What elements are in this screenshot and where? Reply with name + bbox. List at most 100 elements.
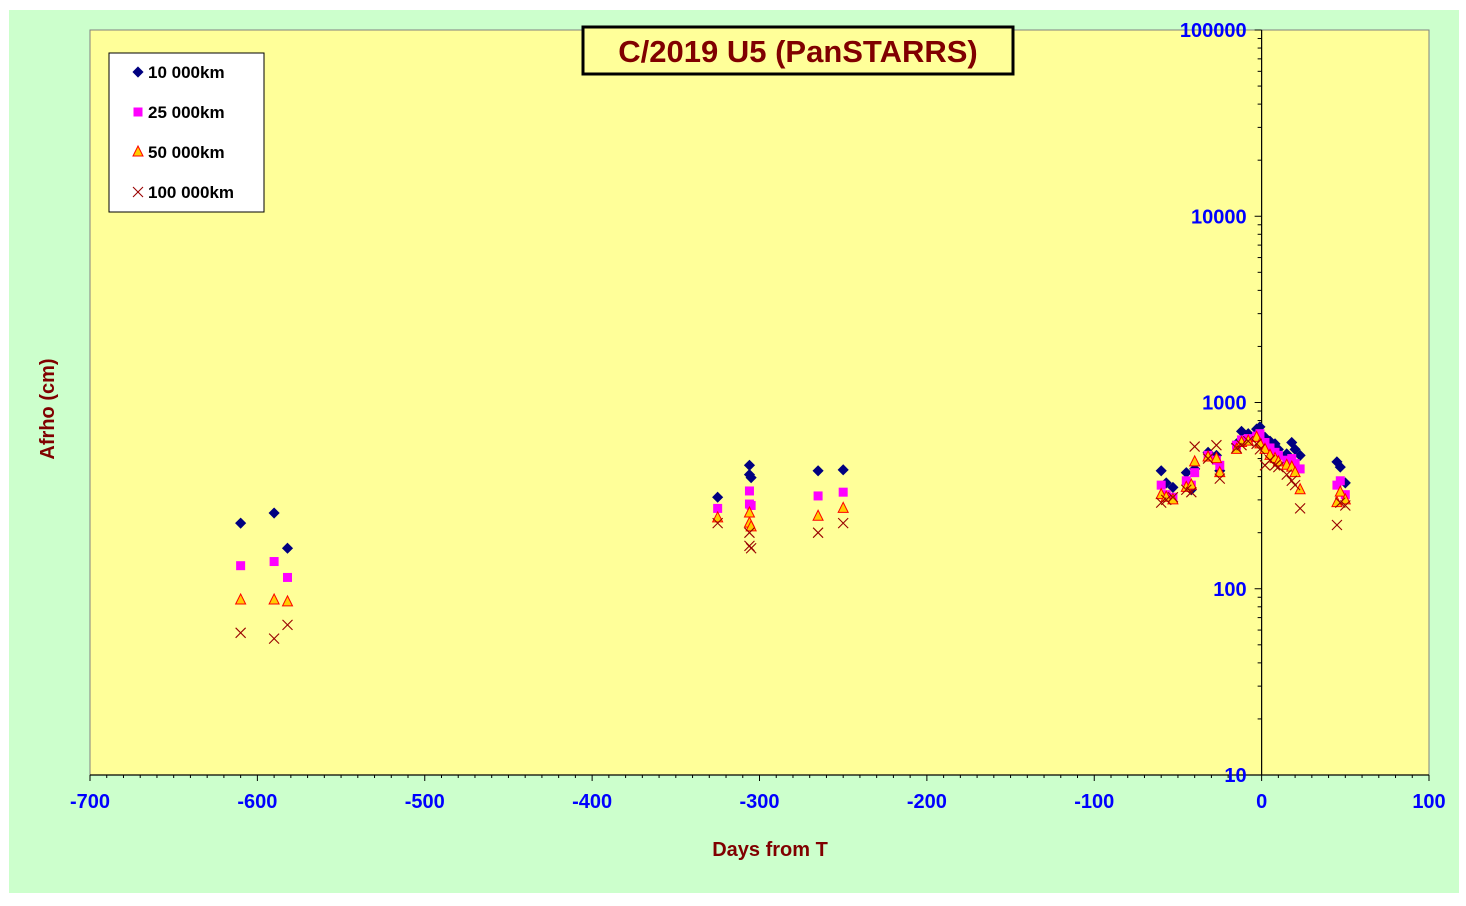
data-point: [1272, 454, 1285, 467]
data-point: [713, 503, 723, 513]
legend-marker: [132, 144, 144, 157]
data-point: [1155, 465, 1167, 477]
data-point: [1255, 429, 1265, 439]
x-marker-stroke: [1231, 442, 1242, 454]
data-point: [1294, 503, 1306, 514]
data-point: [812, 465, 824, 477]
data-point: [1167, 481, 1179, 493]
data-point: [1265, 443, 1275, 453]
data-point: [1334, 461, 1346, 473]
x-marker-stroke: [1269, 459, 1281, 471]
x-marker-stroke: [1334, 497, 1346, 509]
data-point: [1334, 485, 1347, 497]
legend: 10 000km 25 000km 50 000km 100 000km: [108, 52, 265, 213]
data-point: [283, 572, 293, 582]
x-tick-label: -400: [572, 791, 612, 813]
data-point: [281, 594, 294, 607]
data-point: [1272, 461, 1284, 473]
x-marker-stroke: [1339, 500, 1351, 511]
data-point: [1294, 482, 1306, 495]
x-marker-stroke: [1289, 479, 1301, 491]
data-point: [1231, 442, 1242, 454]
y-tick-label: 10: [1224, 765, 1246, 787]
data-point: [1155, 497, 1167, 509]
data-point: [1335, 476, 1345, 486]
x-marker-stroke: [1242, 435, 1254, 447]
x-tick-label: 100: [1412, 791, 1445, 813]
data-point: [744, 527, 755, 539]
data-points-layer: [234, 421, 1352, 644]
data-point: [268, 633, 280, 644]
data-point: [711, 510, 724, 523]
data-point: [745, 542, 757, 554]
legend-label: 50 000km: [148, 143, 225, 162]
x-marker-stroke: [1331, 519, 1343, 531]
y-tick-label: 100: [1213, 579, 1246, 601]
legend-label: 10 000km: [148, 63, 225, 82]
data-point: [744, 486, 754, 496]
data-point: [1269, 459, 1281, 471]
x-marker-stroke: [1180, 484, 1192, 496]
data-point: [1202, 453, 1214, 464]
x-marker-stroke: [235, 627, 247, 639]
x-tick-label: 0: [1256, 791, 1267, 813]
data-point: [268, 507, 280, 519]
data-point: [1259, 442, 1271, 454]
legend-marker: [132, 66, 144, 78]
x-marker-stroke: [1214, 473, 1226, 485]
data-point: [282, 619, 293, 631]
x-marker-stroke: [1251, 438, 1262, 450]
title-frame: [581, 25, 1015, 76]
axes-layer: -700 -600 -500 -400 -300 -200 -100 0 100 10 100 100…: [70, 20, 1446, 813]
data-point: [813, 491, 823, 501]
data-point: [1189, 441, 1201, 452]
data-point: [1254, 444, 1266, 455]
data-point: [1188, 454, 1201, 467]
x-marker-stroke: [1167, 491, 1179, 503]
data-point: [745, 472, 757, 484]
data-point: [812, 527, 824, 539]
data-point: [1211, 439, 1222, 451]
data-point: [1287, 454, 1297, 464]
data-point: [1289, 479, 1301, 491]
data-point: [1295, 464, 1305, 474]
data-point: [1160, 490, 1173, 502]
x-marker-stroke: [1160, 494, 1172, 506]
data-point: [1167, 492, 1179, 505]
y-tick-label: 10000: [1191, 206, 1247, 228]
x-marker-stroke: [1294, 503, 1306, 514]
data-point: [1251, 438, 1262, 450]
legend-box: [108, 52, 265, 213]
series-4: [235, 435, 1351, 644]
y-axis-label: Afrho (cm): [37, 358, 59, 459]
x-marker-stroke: [1286, 475, 1298, 487]
data-point: [746, 500, 756, 510]
x-marker-stroke: [1254, 444, 1266, 455]
data-point: [281, 542, 294, 554]
data-point: [1339, 492, 1352, 505]
x-marker-stroke: [1264, 454, 1276, 466]
x-marker-stroke: [132, 186, 144, 198]
data-point: [1167, 491, 1179, 503]
chart-title: C/2019 U5 (PanSTARRS): [618, 34, 977, 69]
x-marker-stroke: [1185, 486, 1197, 498]
data-point: [234, 592, 247, 605]
legend-label: 25 000km: [148, 103, 225, 122]
data-point: [837, 501, 849, 513]
x-tick-label: -100: [1074, 791, 1114, 813]
x-marker-stroke: [1155, 497, 1167, 509]
data-point: [1213, 465, 1226, 478]
data-point: [1185, 486, 1197, 498]
data-point: [269, 557, 279, 567]
data-point: [1160, 494, 1172, 506]
legend-marker: [133, 107, 143, 117]
x-tick-label: -300: [739, 791, 779, 813]
data-point: [1242, 434, 1255, 446]
x-marker-stroke: [712, 517, 724, 529]
data-point: [1215, 460, 1225, 470]
data-point: [236, 561, 246, 571]
y-tick-label: 100000: [1180, 20, 1247, 42]
title-box: C/2019 U5 (PanSTARRS): [581, 25, 1015, 76]
data-point: [712, 491, 724, 503]
